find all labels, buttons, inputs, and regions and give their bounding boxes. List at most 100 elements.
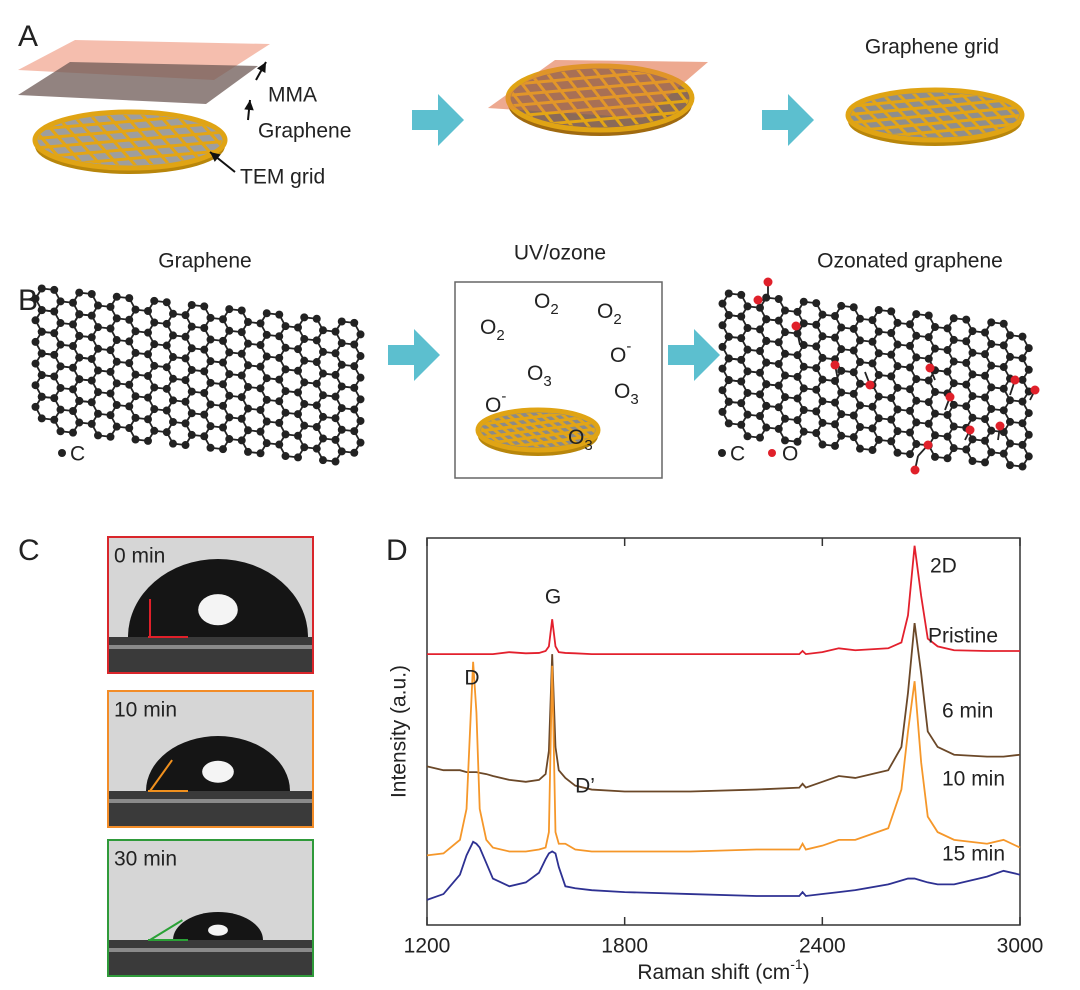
carbon-atom [275,332,284,341]
carbon-atom [187,365,196,374]
carbon-atom [294,453,302,462]
carbon-atom [31,294,40,303]
carbon-atom [206,313,215,322]
carbon-atom [87,376,96,385]
oxygen-atom [763,277,773,287]
carbon-atom [893,405,902,414]
carbon-atom [106,302,115,311]
carbon-atom [237,349,246,358]
carbon-atom [162,319,171,328]
carbon-atom [131,348,140,357]
carbon-atom [943,432,952,441]
carbon-atom [319,369,327,378]
carbon-atom [244,318,252,326]
carbon-atom [75,375,84,384]
carbon-atom [987,448,996,457]
carbon-atom [968,348,977,357]
carbon-atom [781,393,789,402]
carbon-atom [219,315,227,324]
x-tick-label: 2400 [799,935,846,958]
molecule-atom: O [480,316,496,339]
plot-frame [426,537,1021,926]
carbon-atom [868,446,877,455]
carbon-atom [262,352,271,361]
x-tick-label: 3000 [997,935,1044,958]
carbon-atom [206,400,215,409]
carbon-atom [69,385,77,394]
peak-label: G [545,586,561,609]
carbon-atom [906,320,914,329]
legend-dot [58,449,66,457]
carbon-atom [319,347,327,356]
carbon-atom [312,336,321,345]
carbon-atom [294,345,302,354]
carbon-atom [1006,417,1014,426]
carbon-atom [144,393,152,402]
carbon-atom [262,330,271,339]
carbon-atom [931,344,939,353]
carbon-atom [37,306,46,315]
carbon-atom [294,323,302,332]
carbon-atom [906,450,914,459]
carbon-atom [31,402,40,411]
series-label: 10 min [942,768,1005,791]
carbon-atom [868,316,877,325]
carbon-atom [37,392,46,401]
carbon-atom [50,394,59,403]
carbon-atom [774,403,783,412]
carbon-atom [849,389,858,398]
carbon-atom [774,316,783,325]
carbon-atom [793,394,802,403]
process-arrow [388,329,440,381]
carbon-atom [31,359,40,368]
carbon-atom [718,342,727,351]
carbon-atom [906,385,914,394]
carbon-atom [56,340,65,349]
carbon-atom [856,379,864,388]
carbon-atom [75,331,84,340]
series-label: 15 min [942,843,1005,866]
carbon-atom [337,382,346,391]
carbon-atom [206,357,215,366]
carbon-atom [350,340,359,349]
carbon-atom [225,348,234,357]
mesh-line [511,88,689,108]
carbon-atom [774,338,783,347]
carbon-atom [131,413,140,422]
carbon-atom [87,333,96,342]
carbon-atom [868,402,877,411]
carbon-atom [356,416,365,425]
molecule-superscript: - [501,388,506,405]
carbon-atom [793,307,802,316]
droplet-highlight [198,594,238,626]
carbon-atom [356,438,365,447]
carbon-atom [275,353,284,362]
carbon-atom [319,456,327,465]
carbon-atom [781,306,789,315]
series-label: Pristine [928,625,998,648]
carbon-atom [281,387,290,396]
carbon-atom [799,405,808,414]
substrate-reflection [108,948,313,952]
carbon-atom [300,399,309,408]
carbon-atom [237,371,246,380]
carbon-atom [818,418,827,427]
carbon-atom [874,327,883,336]
carbon-atom [281,343,290,352]
carbon-atom [200,432,209,441]
carbon-atom [350,318,359,327]
carbon-atom [812,342,821,351]
carbon-atom [337,317,346,326]
carbon-atom [337,447,346,456]
oxygen-atom [865,380,875,390]
carbon-atom [981,415,989,424]
carbon-atom [837,301,846,310]
carbon-atom [237,328,246,337]
carbon-atom [75,310,84,319]
molecule-atom: O [485,394,501,417]
contact-angle-tangent [149,919,183,941]
carbon-atom [144,307,152,315]
carbon-atom [50,372,59,381]
carbon-atom [225,435,234,444]
